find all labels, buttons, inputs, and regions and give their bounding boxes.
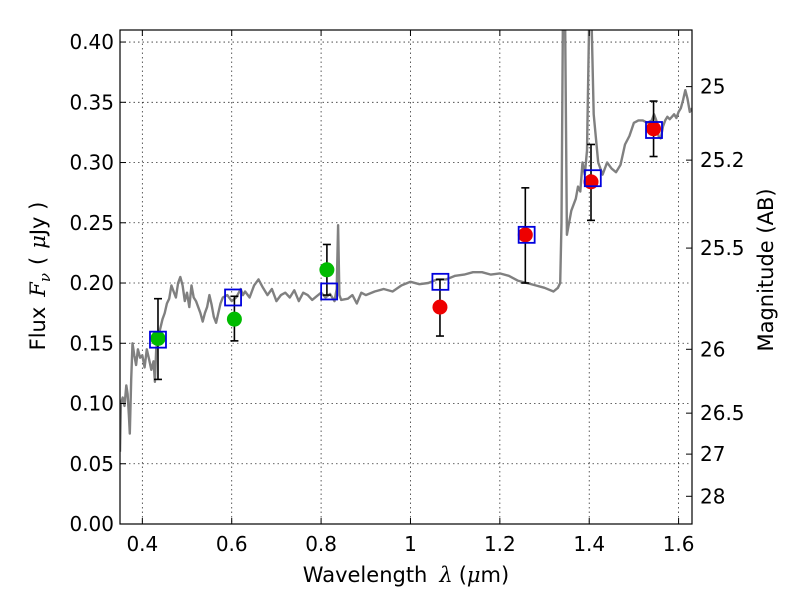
y-tick-label: 0.35 bbox=[69, 90, 114, 114]
red-data-point bbox=[646, 121, 662, 137]
y-tick-label: 0.10 bbox=[69, 392, 114, 416]
y2-tick-label: 26 bbox=[700, 337, 725, 361]
model-square bbox=[583, 169, 602, 188]
model-square bbox=[431, 272, 450, 291]
model-square bbox=[149, 330, 167, 349]
plot-frame bbox=[119, 29, 693, 525]
x-tick-label: 1.4 bbox=[573, 532, 605, 556]
x-tick-label: 1.6 bbox=[663, 532, 695, 556]
axis-ticks: 0.4 0.6 0.8 1 1.2 1.4 1.6 0.00 0.05 0.10 0.15 0.20 0… bbox=[69, 30, 745, 556]
y-tick-label: 0.20 bbox=[69, 271, 114, 295]
x-tick-label: 0.4 bbox=[126, 532, 158, 556]
y2-tick-label: 27 bbox=[700, 442, 725, 466]
grid-lines bbox=[120, 30, 692, 525]
green-data-point bbox=[150, 330, 166, 346]
y-tick-label: 0.15 bbox=[69, 331, 114, 355]
y2-tick-label: 25 bbox=[700, 75, 725, 99]
red-data-point bbox=[432, 299, 448, 315]
y-tick-label: 0.25 bbox=[69, 211, 114, 235]
model-square bbox=[224, 288, 242, 307]
y-axis-label: FluxFν(μJy ) bbox=[26, 202, 54, 351]
x-tick-label: 0.6 bbox=[216, 532, 248, 556]
y-tick-label: 0.05 bbox=[69, 452, 114, 476]
y-tick-label: 0.30 bbox=[69, 151, 114, 175]
x-axis-label: Wavelength λ (μm) bbox=[303, 563, 509, 587]
y2-tick-label: 26.5 bbox=[700, 401, 745, 425]
plot-area bbox=[120, 30, 692, 452]
y2-tick-label: 28 bbox=[700, 484, 725, 508]
y2-axis-label: Magnitude (AB) bbox=[754, 188, 778, 351]
red-data-point bbox=[517, 227, 533, 243]
x-tick-label: 1.2 bbox=[484, 532, 516, 556]
y-tick-label: 0.00 bbox=[69, 512, 114, 536]
green-data-point bbox=[319, 262, 335, 278]
x-tick-label: 1 bbox=[404, 532, 417, 556]
y2-tick-label: 25.2 bbox=[700, 148, 745, 172]
green-data-point bbox=[226, 311, 242, 327]
model-square bbox=[517, 225, 536, 244]
spectrum-line bbox=[120, 30, 692, 452]
y-tick-label: 0.40 bbox=[69, 30, 114, 54]
model-square bbox=[645, 121, 663, 139]
x-tick-label: 0.8 bbox=[305, 532, 337, 556]
model-square bbox=[320, 282, 339, 301]
y2-tick-label: 25.5 bbox=[700, 236, 745, 260]
